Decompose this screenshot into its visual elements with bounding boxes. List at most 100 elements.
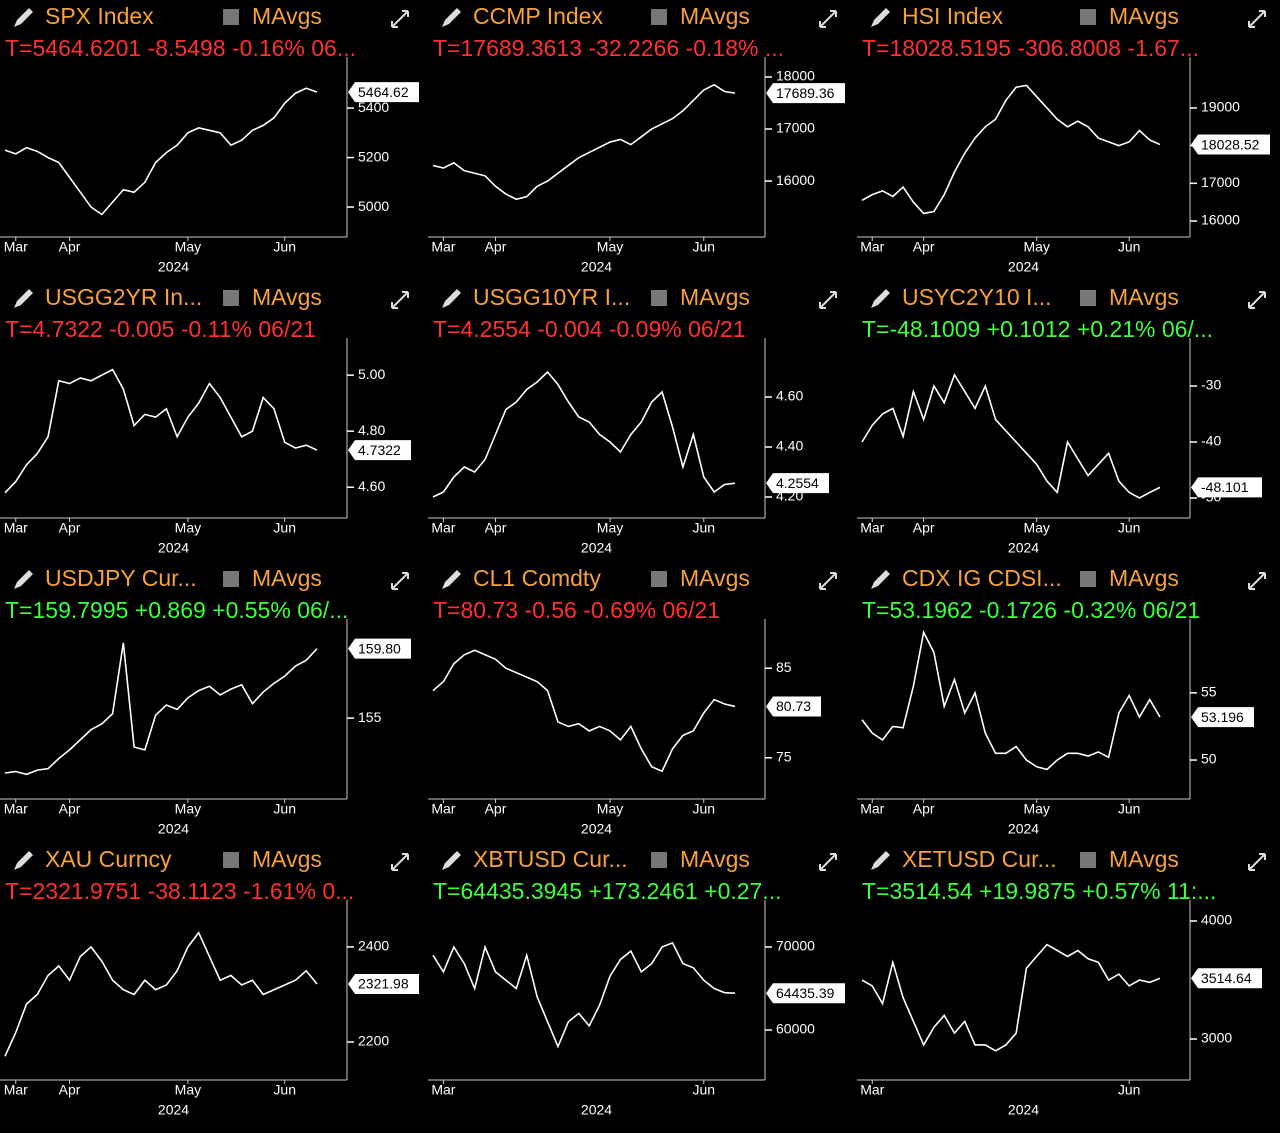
security-title[interactable]: HSI Index: [902, 3, 1003, 29]
quote-line: T=2321.9751 -38.1123 -1.61% 0...: [5, 878, 354, 904]
x-axis-year: 2024: [158, 259, 189, 275]
x-tick-label: Mar: [860, 239, 884, 255]
y-tick-label: -40: [1201, 433, 1221, 449]
mavgs-checkbox[interactable]: [223, 290, 239, 306]
mavgs-checkbox[interactable]: [223, 9, 239, 25]
x-tick-label: Mar: [431, 239, 455, 255]
mavgs-label[interactable]: MAvgs: [680, 284, 750, 310]
expand-icon[interactable]: [1248, 291, 1266, 309]
mavgs-label[interactable]: MAvgs: [680, 3, 750, 29]
expand-icon[interactable]: [1248, 853, 1266, 871]
expand-icon[interactable]: [819, 291, 837, 309]
last-value-label: 5464.62: [358, 84, 409, 100]
y-tick-label: 5.00: [358, 366, 385, 382]
y-tick-label: 4.60: [358, 478, 385, 494]
mavgs-label[interactable]: MAvgs: [252, 3, 322, 29]
mavgs-label[interactable]: MAvgs: [680, 846, 750, 872]
mavgs-label[interactable]: MAvgs: [252, 284, 322, 310]
security-title[interactable]: USGG10YR I...: [473, 284, 630, 310]
mavgs-checkbox[interactable]: [1080, 9, 1096, 25]
mavgs-label[interactable]: MAvgs: [252, 846, 322, 872]
x-tick-label: May: [175, 239, 201, 255]
expand-icon[interactable]: [819, 853, 837, 871]
x-tick-label: Apr: [485, 520, 507, 536]
security-title[interactable]: XAU Curncy: [45, 846, 172, 872]
edit-icon[interactable]: [442, 851, 461, 870]
expand-icon[interactable]: [819, 10, 837, 28]
y-tick-label: 5000: [358, 198, 389, 214]
mavgs-checkbox[interactable]: [1080, 290, 1096, 306]
last-value-label: 4.7322: [358, 442, 401, 458]
mavgs-label[interactable]: MAvgs: [1109, 284, 1179, 310]
y-tick-label: 75: [776, 748, 792, 764]
security-title[interactable]: CCMP Index: [473, 3, 603, 29]
x-axis-year: 2024: [1008, 821, 1039, 837]
expand-icon[interactable]: [819, 572, 837, 590]
expand-icon[interactable]: [1248, 10, 1266, 28]
edit-icon[interactable]: [442, 570, 461, 589]
security-title[interactable]: XBTUSD Cur...: [473, 846, 628, 872]
expand-icon[interactable]: [391, 291, 409, 309]
edit-icon[interactable]: [14, 570, 33, 589]
price-line: [4, 642, 318, 776]
x-axis-year: 2024: [581, 1102, 612, 1118]
edit-icon[interactable]: [871, 851, 890, 870]
mavgs-checkbox[interactable]: [651, 290, 667, 306]
mavgs-label[interactable]: MAvgs: [1109, 846, 1179, 872]
y-tick-label: 16000: [776, 172, 815, 188]
x-tick-label: Apr: [913, 520, 935, 536]
mavgs-label[interactable]: MAvgs: [680, 565, 750, 591]
last-value-box: [348, 440, 411, 461]
last-value-label: 4.2554: [776, 475, 819, 491]
mavgs-checkbox[interactable]: [651, 852, 667, 868]
mavgs-checkbox[interactable]: [651, 9, 667, 25]
last-value-box: [348, 974, 419, 995]
price-line: [432, 83, 736, 201]
security-title[interactable]: USYC2Y10 I...: [902, 284, 1052, 310]
price-line: [432, 370, 736, 498]
mavgs-label[interactable]: MAvgs: [1109, 565, 1179, 591]
mavgs-label[interactable]: MAvgs: [252, 565, 322, 591]
last-value-box: [766, 983, 845, 1004]
last-value-box: [766, 696, 821, 717]
last-value-box: [1191, 968, 1262, 989]
security-title[interactable]: CDX IG CDSI...: [902, 565, 1062, 591]
y-tick-label: 85: [776, 659, 792, 675]
mavgs-checkbox[interactable]: [1080, 852, 1096, 868]
security-title[interactable]: CL1 Comdty: [473, 565, 601, 591]
last-value-label: 64435.39: [776, 985, 835, 1001]
edit-icon[interactable]: [871, 8, 890, 27]
edit-icon[interactable]: [871, 570, 890, 589]
edit-icon[interactable]: [442, 8, 461, 27]
expand-icon[interactable]: [391, 572, 409, 590]
security-title[interactable]: XETUSD Cur...: [902, 846, 1057, 872]
mavgs-checkbox[interactable]: [223, 852, 239, 868]
security-title[interactable]: USGG2YR In...: [45, 284, 202, 310]
mavgs-label[interactable]: MAvgs: [1109, 3, 1179, 29]
quote-line: T=53.1962 -0.1726 -0.32% 06/21: [862, 597, 1200, 623]
last-value-label: -48.101: [1201, 479, 1249, 495]
edit-icon[interactable]: [14, 289, 33, 308]
x-tick-label: Mar: [4, 520, 28, 536]
edit-icon[interactable]: [442, 289, 461, 308]
edit-icon[interactable]: [14, 851, 33, 870]
x-tick-label: Jun: [273, 239, 296, 255]
x-axis-year: 2024: [158, 821, 189, 837]
security-title[interactable]: USDJPY Cur...: [45, 565, 197, 591]
edit-icon[interactable]: [871, 289, 890, 308]
edit-icon[interactable]: [14, 8, 33, 27]
security-title[interactable]: SPX Index: [45, 3, 154, 29]
mavgs-checkbox[interactable]: [651, 571, 667, 587]
expand-icon[interactable]: [1248, 572, 1266, 590]
expand-icon[interactable]: [391, 853, 409, 871]
expand-icon[interactable]: [391, 10, 409, 28]
quote-line: T=159.7995 +0.869 +0.55% 06/...: [5, 597, 348, 623]
x-tick-label: May: [597, 520, 623, 536]
price-line: [861, 84, 1161, 215]
x-tick-label: Apr: [913, 239, 935, 255]
mavgs-checkbox[interactable]: [1080, 571, 1096, 587]
y-tick-label: 50: [1201, 751, 1217, 767]
mavgs-checkbox[interactable]: [223, 571, 239, 587]
